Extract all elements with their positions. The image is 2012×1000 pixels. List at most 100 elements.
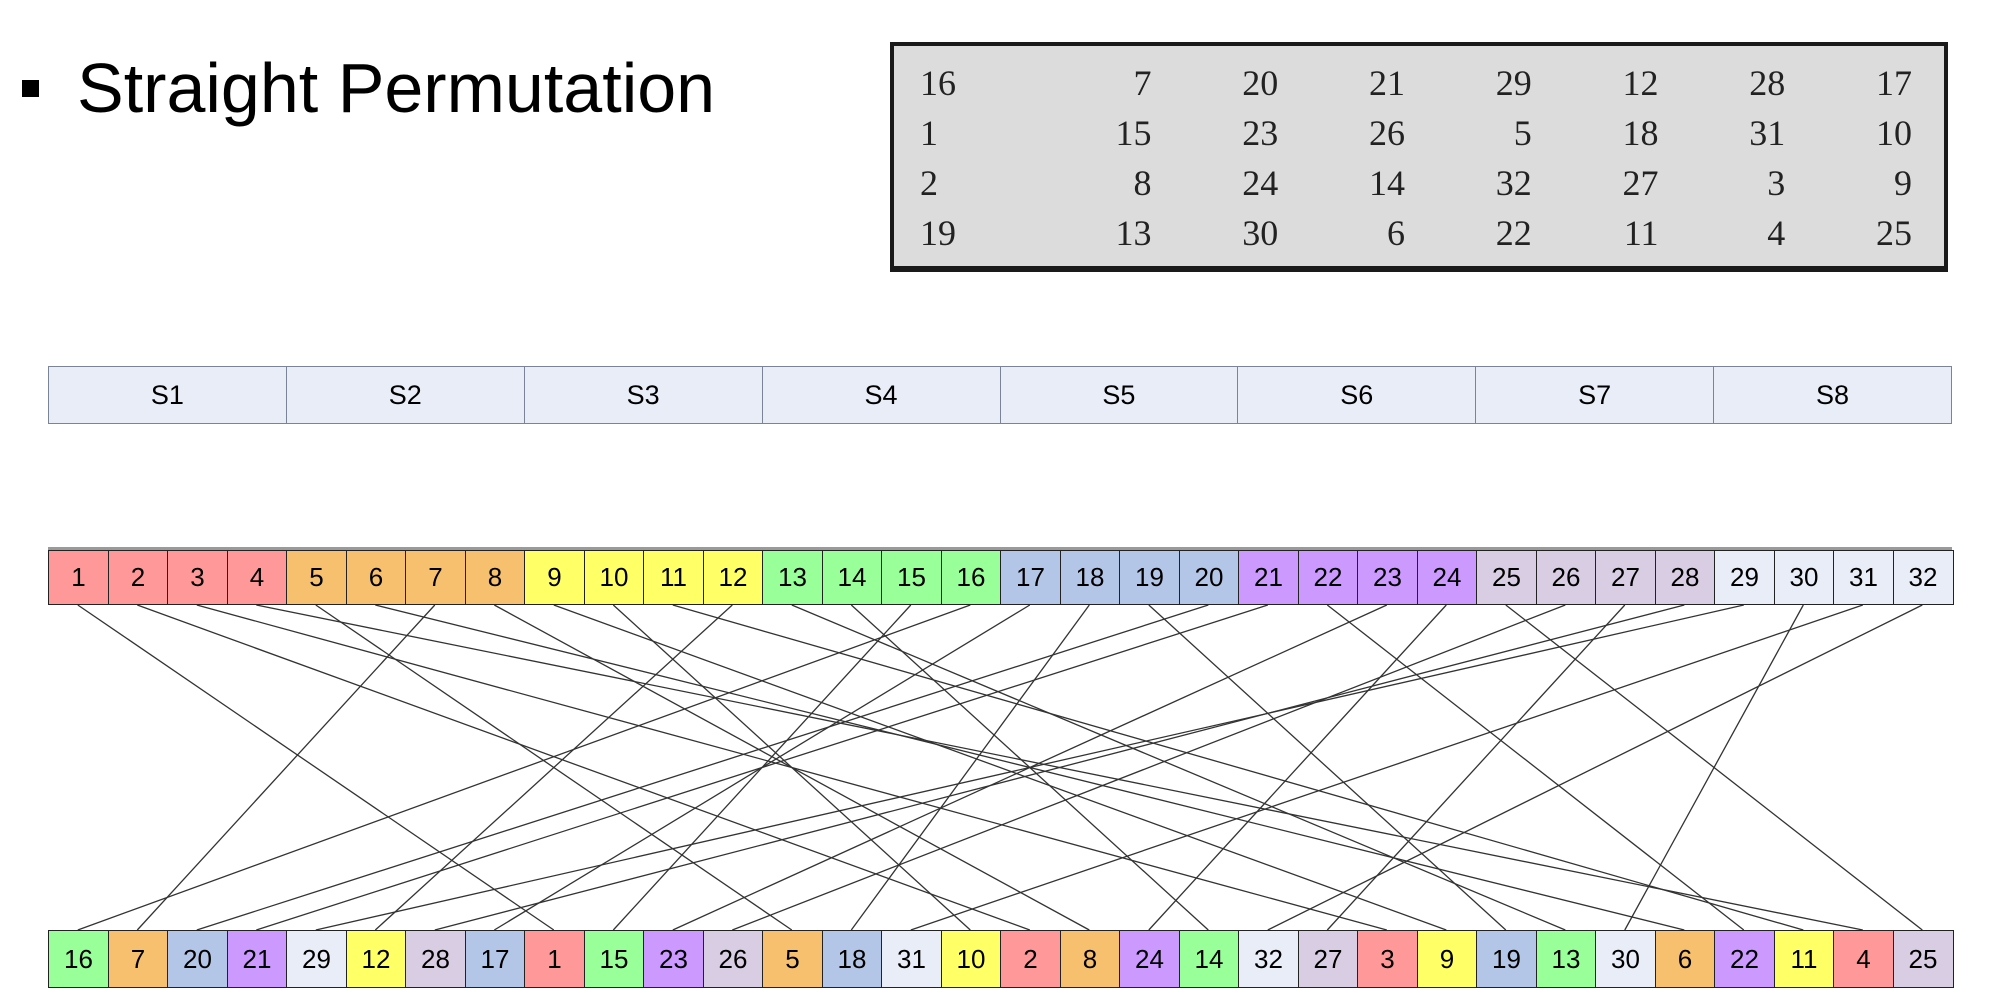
table-cell: 26	[1369, 113, 1405, 153]
input-bit-cell: 1	[48, 550, 109, 605]
sbox-label: S3	[524, 367, 763, 423]
sbox-row: S1 S2 S3 S4 S5 S6 S7 S8	[48, 366, 1952, 424]
wire-line	[136, 604, 436, 931]
wire-line	[493, 604, 1031, 931]
permutation-table: 16 7 20 21 29 12 28 17 1 15 23 26 5 18 31 10 2 8 24 14 32 27 3…	[890, 42, 1948, 272]
wire-line	[1326, 604, 1626, 931]
table-cell: 25	[1876, 213, 1912, 253]
input-bit-cell: 30	[1773, 550, 1835, 605]
output-bit-cell: 27	[1297, 930, 1359, 988]
wire-line	[612, 604, 971, 931]
sbox-label: S4	[762, 367, 1001, 423]
output-bit-cell: 11	[1773, 930, 1835, 988]
table-cell: 3	[1767, 163, 1786, 203]
wire-line	[612, 604, 912, 931]
table-cell: 7	[1133, 63, 1152, 103]
output-bit-cell: 10	[940, 930, 1002, 988]
sbox-label: S7	[1476, 367, 1715, 423]
table-cell: 8	[1133, 163, 1152, 203]
sbox-label: S2	[286, 367, 525, 423]
input-bit-cell: 32	[1892, 550, 1954, 605]
input-bit-cell: 4	[226, 550, 288, 605]
table-cell: 16	[920, 63, 956, 103]
sbox-label: S8	[1714, 367, 1951, 423]
wire-line	[1505, 604, 1923, 931]
slide-title: Straight Permutation	[22, 48, 715, 128]
title-text: Straight Permutation	[77, 49, 716, 127]
table-cell: 18	[1622, 113, 1659, 153]
wire-line	[256, 604, 1863, 931]
input-bit-cell: 9	[524, 550, 585, 605]
table-cell: 29	[1495, 63, 1532, 103]
table-cell: 11	[1623, 213, 1659, 253]
output-bit-cell: 4	[1833, 930, 1894, 988]
output-bit-cell: 22	[1714, 930, 1775, 988]
table-cell: 12	[1622, 63, 1659, 103]
input-bit-cell: 16	[940, 550, 1002, 605]
output-bit-cell: 1	[524, 930, 585, 988]
sbox-label: S6	[1238, 367, 1477, 423]
output-bit-cell: 21	[226, 930, 288, 988]
input-bit-cell: 7	[405, 550, 466, 605]
input-bit-cell: 22	[1297, 550, 1359, 605]
input-bit-cell: 24	[1416, 550, 1478, 605]
input-bit-cell: 3	[167, 550, 228, 605]
input-bit-cell: 2	[107, 550, 169, 605]
wire-line	[1148, 604, 1447, 931]
input-bit-cell: 6	[345, 550, 407, 605]
input-bit-cell: 15	[881, 550, 942, 605]
table-cell: 6	[1387, 213, 1405, 253]
output-bit-cell: 18	[821, 930, 883, 988]
input-bit-cell: 31	[1833, 550, 1894, 605]
wire-line	[672, 604, 1388, 931]
output-bit-cell: 32	[1238, 930, 1299, 988]
wire-line	[256, 604, 1268, 931]
output-bit-cell: 7	[107, 930, 169, 988]
table-cell: 30	[1242, 213, 1279, 253]
output-bit-cell: 13	[1535, 930, 1597, 988]
table-cell: 15	[1115, 113, 1152, 153]
table-cell: 10	[1876, 113, 1912, 153]
table-cell: 14	[1369, 163, 1405, 203]
output-bit-cell: 5	[762, 930, 823, 988]
wire-line	[375, 604, 1685, 931]
wire-line	[1148, 604, 1507, 931]
output-bit-cell: 19	[1476, 930, 1537, 988]
input-bit-row: 1 2 3 4 5 6 7 8 9 10 11 12 13 14 15 16 17 18 19 20 21 22 23 24 2…	[48, 547, 1954, 605]
output-bit-cell: 17	[464, 930, 526, 988]
input-bit-cell: 21	[1238, 550, 1299, 605]
input-bit-cell: 10	[583, 550, 645, 605]
wire-line	[850, 604, 1090, 931]
output-bit-cell: 16	[48, 930, 109, 988]
table-cell: 19	[920, 213, 956, 253]
output-bit-cell: 30	[1595, 930, 1656, 988]
table-cell: 21	[1369, 63, 1405, 103]
wire-line	[791, 604, 1566, 931]
output-bit-cell: 12	[345, 930, 407, 988]
wire-line	[374, 604, 733, 931]
table-cell: 2	[920, 163, 938, 203]
input-bit-cell: 5	[286, 550, 347, 605]
output-bit-cell: 15	[583, 930, 645, 988]
output-bit-cell: 3	[1357, 930, 1418, 988]
wire-line	[850, 604, 1209, 931]
sbox-label: S5	[1000, 367, 1239, 423]
output-bit-row: 16 7 20 21 29 12 28 17 1 15 23 26 5 18 31 10 2 8 24 14 32 27 3…	[48, 930, 1954, 988]
input-bit-cell: 11	[643, 550, 704, 605]
input-bit-cell: 13	[762, 550, 823, 605]
table-cell: 32	[1495, 163, 1532, 203]
output-bit-cell: 9	[1416, 930, 1478, 988]
input-bit-cell: 29	[1714, 550, 1775, 605]
input-bit-cell: 18	[1059, 550, 1121, 605]
wire-line	[315, 604, 793, 931]
bullet-icon	[22, 79, 39, 97]
wire-line	[1326, 604, 1745, 931]
input-bit-cell: 19	[1119, 550, 1180, 605]
wire-line	[672, 604, 1804, 931]
output-bit-cell: 20	[167, 930, 228, 988]
wire-line	[137, 604, 1031, 931]
input-bit-cell: 28	[1654, 550, 1716, 605]
output-bit-cell: 8	[1059, 930, 1121, 988]
wire-line	[1267, 604, 1923, 931]
table-cell: 23	[1242, 113, 1279, 153]
